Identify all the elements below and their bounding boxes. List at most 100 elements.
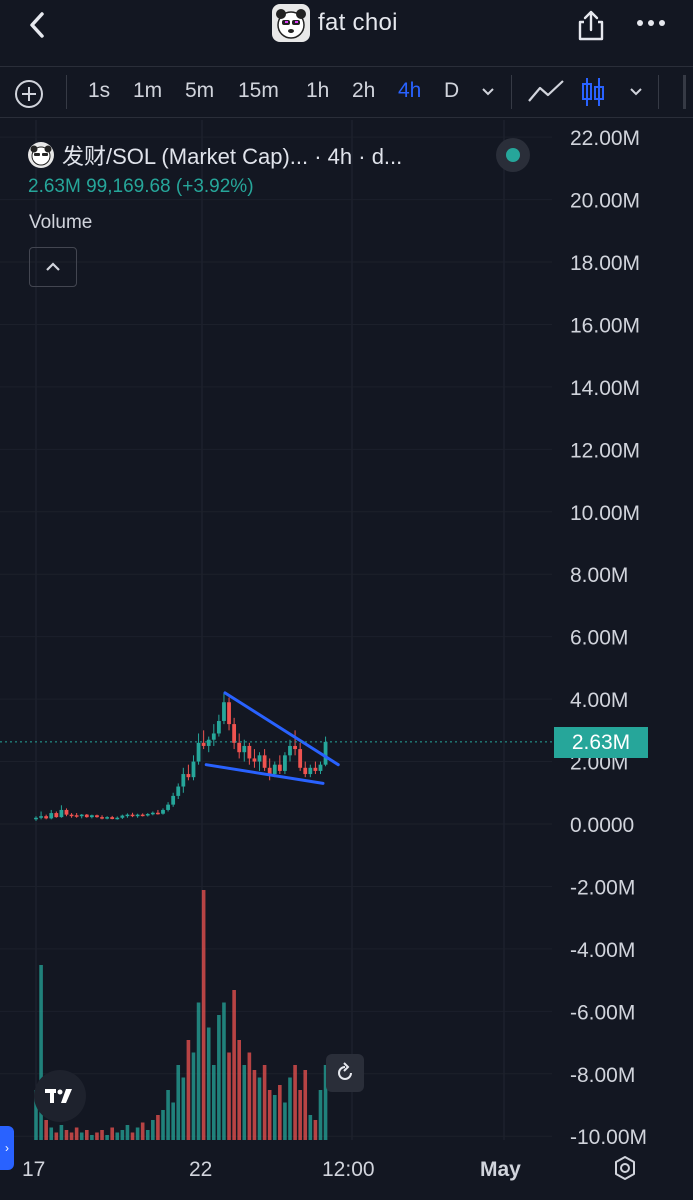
volume-bar <box>323 1065 328 1140</box>
timeframe-15m[interactable]: 15m <box>238 79 279 102</box>
timeframe-1h[interactable]: 1h <box>306 79 330 102</box>
volume-bar <box>85 1130 89 1140</box>
candle-body <box>288 745 292 756</box>
volume-bar <box>222 1002 226 1140</box>
legend-values: 2.63M 99,169.68 (+3.92%) <box>28 176 254 198</box>
symbol-avatar <box>28 142 54 168</box>
volume-bar <box>293 1065 297 1140</box>
volume-bar <box>90 1135 94 1140</box>
volume-bar <box>34 1090 38 1140</box>
volume-bar <box>247 1052 252 1140</box>
candle-body <box>44 816 49 819</box>
candle-body <box>120 815 125 818</box>
volume-bar <box>212 1065 216 1140</box>
candle-body <box>283 755 287 771</box>
price-axis-label: -4.00M <box>570 939 635 962</box>
market-status-indicator[interactable] <box>496 138 530 172</box>
candle-body <box>272 764 277 775</box>
volume-bar <box>196 1002 201 1140</box>
candle-body <box>135 814 140 817</box>
timeframe-2h[interactable]: 2h <box>352 79 376 102</box>
candle-body <box>39 816 43 818</box>
timeframe-1m[interactable]: 1m <box>133 79 163 102</box>
candle-body <box>156 812 160 815</box>
volume-bar <box>318 1090 323 1140</box>
volume-bar <box>206 1027 211 1140</box>
line-chart-button[interactable] <box>526 77 566 107</box>
timeframe-d[interactable]: D <box>444 79 460 102</box>
candle-body <box>130 814 135 817</box>
more-horizontal-icon <box>637 20 665 26</box>
candle-body <box>222 702 226 721</box>
collapse-legend-button[interactable] <box>29 247 77 287</box>
price-axis-label: -6.00M <box>570 1001 635 1024</box>
price-chart[interactable]: 22.00M 20.00M 18.00M 16.00M 14.00M 12.00M 10.0… <box>0 120 693 1160</box>
volume-bar <box>181 1077 186 1140</box>
volume-bar <box>130 1132 135 1140</box>
time-label: May <box>480 1158 521 1181</box>
tradingview-logo[interactable] <box>34 1070 86 1122</box>
legend-change: 99,169.68 (+3.92%) <box>86 176 254 197</box>
candles-button[interactable] <box>578 75 608 109</box>
volume-bar <box>110 1127 114 1140</box>
toolbar-divider <box>658 75 659 109</box>
volume-bar <box>115 1132 120 1140</box>
timeframe-5m[interactable]: 5m <box>185 79 215 102</box>
settings-icon[interactable] <box>611 1154 639 1182</box>
volume-bar <box>74 1127 79 1140</box>
candle-body <box>257 755 262 762</box>
price-axis-label: 8.00M <box>570 564 628 587</box>
volume-bar <box>217 1015 221 1140</box>
side-panel-handle[interactable]: › <box>0 1126 14 1170</box>
price-axis-label: -10.00M <box>570 1126 647 1149</box>
timeframe-1s[interactable]: 1s <box>88 79 111 102</box>
more-button[interactable] <box>635 6 667 40</box>
chevron-up-icon <box>46 262 60 271</box>
volume-bar <box>100 1130 104 1140</box>
timeframe-4h[interactable]: 4h <box>398 79 422 102</box>
candle-body <box>196 742 201 762</box>
candlestick-icon <box>582 78 604 106</box>
candle-body <box>105 817 110 819</box>
candle-body <box>308 767 313 775</box>
trendline <box>223 691 340 767</box>
timeframe-dropdown[interactable] <box>478 81 498 101</box>
symbol-title[interactable]: 发财/SOL (Market Cap)... · 4h · d... <box>62 144 403 169</box>
time-axis: 17 22 12:00 May <box>0 1146 693 1200</box>
volume-bar <box>267 1090 272 1140</box>
candle-body <box>95 815 99 818</box>
candle-body <box>115 817 120 820</box>
candle-body <box>211 733 216 740</box>
volume-bar <box>242 1065 247 1140</box>
price-axis-label: 0.0000 <box>570 814 634 837</box>
back-button[interactable] <box>24 8 52 42</box>
price-axis-label: 14.00M <box>570 377 640 400</box>
volume-indicator-label[interactable]: Volume <box>29 212 93 233</box>
volume-bar <box>145 1130 150 1140</box>
share-button[interactable] <box>574 8 608 42</box>
chart-legend: 发财/SOL (Market Cap)... · 4h · d... <box>28 140 402 170</box>
reset-chart-button[interactable] <box>326 1054 364 1092</box>
candle-body <box>89 815 94 818</box>
volume-bar <box>176 1065 181 1140</box>
chart-grid <box>0 120 552 1140</box>
time-label: 22 <box>189 1158 213 1181</box>
reset-icon <box>338 1062 352 1080</box>
price-axis-label: 12.00M <box>570 439 640 462</box>
volume-bar <box>252 1070 257 1140</box>
candle-body <box>161 809 165 814</box>
price-axis-label: 20.00M <box>570 190 640 213</box>
candle-body <box>150 812 155 815</box>
price-axis-label: -2.00M <box>570 876 635 899</box>
chart-type-dropdown[interactable] <box>626 81 646 101</box>
volume-bar <box>191 1052 196 1140</box>
volume-bar <box>303 1070 308 1140</box>
candle-body <box>59 809 64 818</box>
candle-body <box>140 814 145 817</box>
candle-body <box>69 814 74 817</box>
candle-body <box>262 755 267 768</box>
candle-body <box>64 809 69 815</box>
add-indicator-button[interactable] <box>14 79 44 109</box>
chart-toolbar: 1s 1m 5m 15m 1h 2h 4h D <box>0 66 693 118</box>
volume-bar <box>79 1132 84 1140</box>
